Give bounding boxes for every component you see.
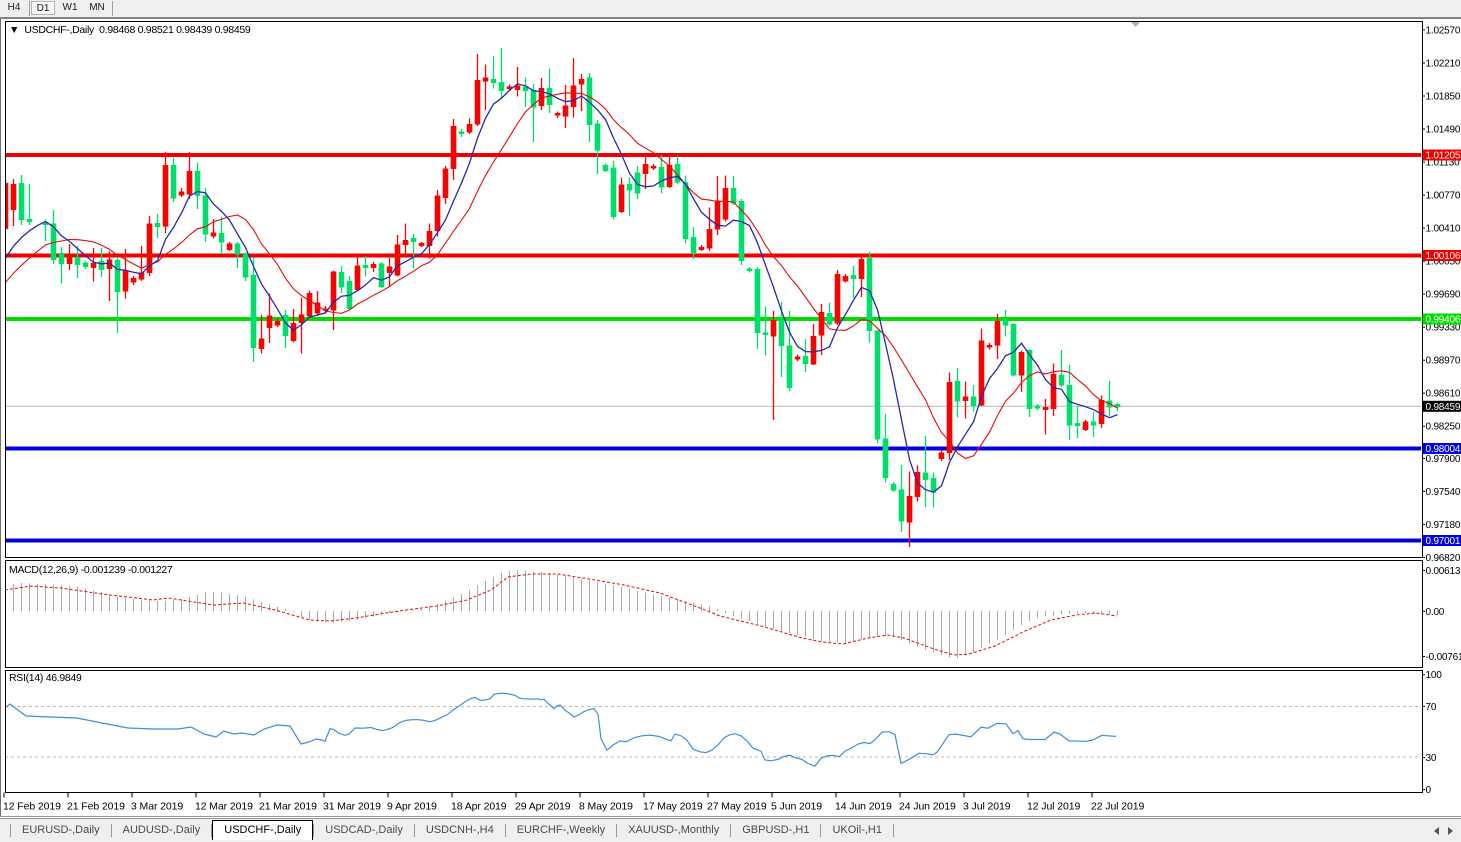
svg-text:70: 70	[1426, 702, 1437, 713]
svg-text:12 Jul 2019: 12 Jul 2019	[1027, 801, 1080, 813]
svg-text:0.99690: 0.99690	[1426, 290, 1461, 301]
svg-text:31 Mar 2019: 31 Mar 2019	[323, 801, 381, 813]
svg-text:30: 30	[1426, 753, 1437, 764]
svg-text:0.99330: 0.99330	[1426, 323, 1461, 334]
svg-text:1.01205: 1.01205	[1426, 151, 1461, 162]
svg-text:1.02570: 1.02570	[1426, 25, 1461, 36]
svg-text:21 Mar 2019: 21 Mar 2019	[259, 801, 317, 813]
svg-text:0.99406: 0.99406	[1426, 315, 1461, 326]
svg-text:0: 0	[1426, 785, 1432, 796]
svg-text:0.98004: 0.98004	[1426, 444, 1461, 455]
svg-text:9 Apr 2019: 9 Apr 2019	[387, 801, 437, 813]
svg-text:0.00: 0.00	[1426, 607, 1445, 618]
svg-text:1.00770: 1.00770	[1426, 191, 1461, 202]
svg-text:12 Mar 2019: 12 Mar 2019	[195, 801, 253, 813]
svg-text:100: 100	[1426, 670, 1443, 681]
svg-text:0.98610: 0.98610	[1426, 389, 1461, 400]
svg-text:21 Feb 2019: 21 Feb 2019	[67, 801, 125, 813]
svg-text:0.98459: 0.98459	[1426, 402, 1461, 413]
svg-text:0.97001: 0.97001	[1426, 536, 1461, 547]
svg-text:1.01850: 1.01850	[1426, 92, 1461, 103]
svg-text:0.98250: 0.98250	[1426, 422, 1461, 433]
svg-text:-0.00761: -0.00761	[1426, 652, 1461, 663]
svg-text:12 Feb 2019: 12 Feb 2019	[3, 801, 61, 813]
svg-text:5 Jun 2019: 5 Jun 2019	[771, 801, 822, 813]
svg-text:0.96820: 0.96820	[1426, 553, 1461, 564]
svg-text:0.97180: 0.97180	[1426, 520, 1461, 531]
svg-text:22 Jul 2019: 22 Jul 2019	[1091, 801, 1144, 813]
svg-text:3 Mar 2019: 3 Mar 2019	[131, 801, 183, 813]
svg-text:27 May 2019: 27 May 2019	[707, 801, 767, 813]
svg-text:14 Jun 2019: 14 Jun 2019	[835, 801, 892, 813]
svg-text:17 May 2019: 17 May 2019	[643, 801, 703, 813]
svg-text:8 May 2019: 8 May 2019	[579, 801, 633, 813]
svg-text:1.01130: 1.01130	[1426, 158, 1461, 169]
svg-text:1.00106: 1.00106	[1426, 251, 1461, 262]
svg-text:0.97540: 0.97540	[1426, 487, 1461, 498]
svg-text:29 Apr 2019: 29 Apr 2019	[515, 801, 571, 813]
svg-text:1.02210: 1.02210	[1426, 59, 1461, 70]
svg-text:24 Jun 2019: 24 Jun 2019	[899, 801, 956, 813]
svg-text:0.97900: 0.97900	[1426, 454, 1461, 465]
svg-text:1.00410: 1.00410	[1426, 224, 1461, 235]
svg-text:1.00050: 1.00050	[1426, 257, 1461, 268]
svg-text:3 Jul 2019: 3 Jul 2019	[963, 801, 1011, 813]
svg-text:0.00613: 0.00613	[1426, 566, 1461, 577]
svg-text:0.98970: 0.98970	[1426, 356, 1461, 367]
svg-text:1.01490: 1.01490	[1426, 125, 1461, 136]
svg-text:18 Apr 2019: 18 Apr 2019	[451, 801, 507, 813]
